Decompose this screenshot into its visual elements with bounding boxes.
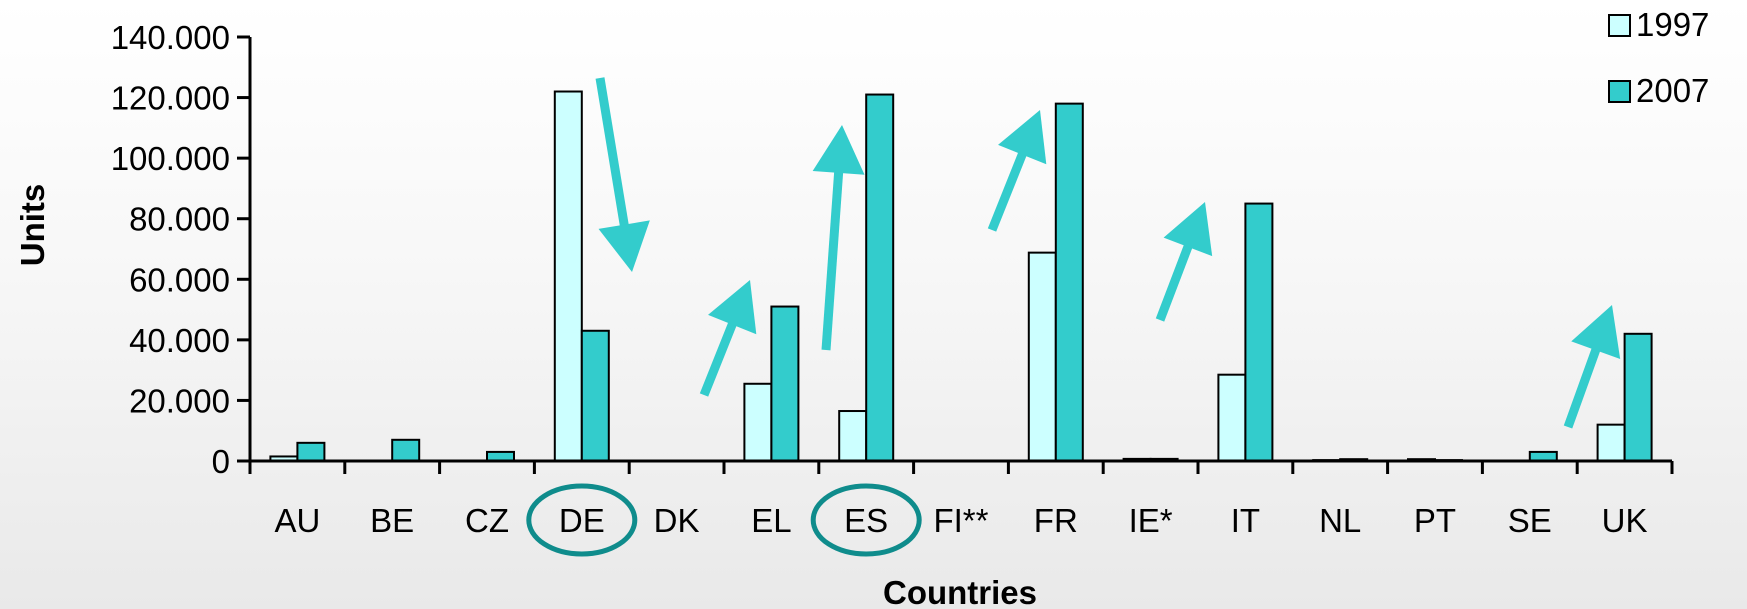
bar-el-2007: [770, 305, 800, 462]
legend-label-1997: 1997: [1636, 6, 1709, 43]
bar-au-2007: [296, 441, 326, 463]
arrow-shaft: [699, 319, 738, 397]
x-tick-label-it: IT: [1231, 502, 1260, 539]
x-tick-label-fi: FI**: [933, 502, 988, 539]
highlight-ring-de: [526, 483, 638, 557]
y-tick-labels: 0 20.000 40.000 60.000 80.000 100.000 120.000 1…: [111, 19, 230, 480]
trend-arrows: [595, 77, 1621, 429]
x-tick-label-cz: CZ: [465, 502, 509, 539]
bar-uk-2007: [1623, 332, 1653, 462]
legend-swatch-2007: [1608, 80, 1631, 103]
arrow-head: [998, 110, 1047, 165]
trend-arrow-de-down: [595, 77, 650, 272]
x-tick-labels: AU BE CZ DE DK EL ES FI** FR IE* IT NL PT SE UK: [274, 502, 1647, 539]
x-tick-label-el: EL: [751, 502, 791, 539]
y-axis-title: Units: [14, 184, 51, 267]
arrow-shaft: [1563, 344, 1602, 429]
y-tick-label: 80.000: [129, 201, 230, 238]
legend-label-2007: 2007: [1636, 72, 1709, 109]
x-tick-label-fr: FR: [1034, 502, 1078, 539]
x-tick-label-au: AU: [274, 502, 320, 539]
highlight-rings: [526, 483, 922, 557]
arrow-shaft: [987, 149, 1028, 232]
x-tick-label-be: BE: [370, 502, 414, 539]
bar-it-1997: [1217, 373, 1247, 462]
y-tick-label: 140.000: [111, 19, 230, 56]
bar-it-2007: [1244, 202, 1274, 462]
arrow-head: [708, 280, 757, 335]
y-tick-label: 40.000: [129, 322, 230, 359]
arrow-head: [598, 220, 650, 272]
axes: [237, 35, 1674, 474]
x-axis-title: Countries: [883, 574, 1037, 609]
trend-arrow-it-up: [1155, 202, 1213, 322]
bar-de-2007: [580, 329, 610, 462]
bar-fr-2007: [1054, 102, 1084, 462]
trend-arrow-fr-up: [987, 110, 1047, 232]
y-tick-label: 60.000: [129, 261, 230, 298]
bar-el-1997: [743, 382, 773, 462]
legend-swatch-1997: [1608, 14, 1631, 37]
bars: [269, 90, 1653, 463]
y-tick-label: 100.000: [111, 140, 230, 177]
x-tick-label-de: DE: [559, 502, 605, 539]
arrow-head: [1163, 202, 1213, 257]
arrow-shaft: [821, 168, 844, 351]
bar-uk-1997: [1596, 423, 1626, 462]
arrow-head: [1571, 305, 1621, 359]
legend: 1997 2007: [1608, 6, 1709, 109]
x-tick-label-nl: NL: [1319, 502, 1361, 539]
x-tick-label-es: ES: [844, 502, 888, 539]
x-tick-label-ie: IE*: [1129, 502, 1173, 539]
x-tick-label-dk: DK: [654, 502, 700, 539]
bar-es-1997: [838, 410, 868, 462]
y-tick-label: 20.000: [129, 382, 230, 419]
y-tick-label: 120.000: [111, 80, 230, 117]
arrow-shaft: [595, 77, 630, 230]
trend-arrow-el-up: [699, 280, 757, 397]
x-tick-label-se: SE: [1508, 502, 1552, 539]
arrow-shaft: [1155, 241, 1194, 322]
trend-arrow-es-up: [812, 125, 865, 351]
bar-fr-1997: [1027, 251, 1057, 462]
trend-arrow-uk-up: [1563, 305, 1621, 429]
y-tick-label: 0: [212, 443, 230, 480]
arrow-head: [812, 125, 865, 175]
bar-be-2007: [391, 438, 421, 462]
highlight-ring-es: [810, 483, 922, 557]
x-tick-label-uk: UK: [1602, 502, 1648, 539]
bar-de-1997: [553, 90, 583, 462]
x-tick-label-pt: PT: [1414, 502, 1456, 539]
bar-es-2007: [865, 93, 895, 463]
